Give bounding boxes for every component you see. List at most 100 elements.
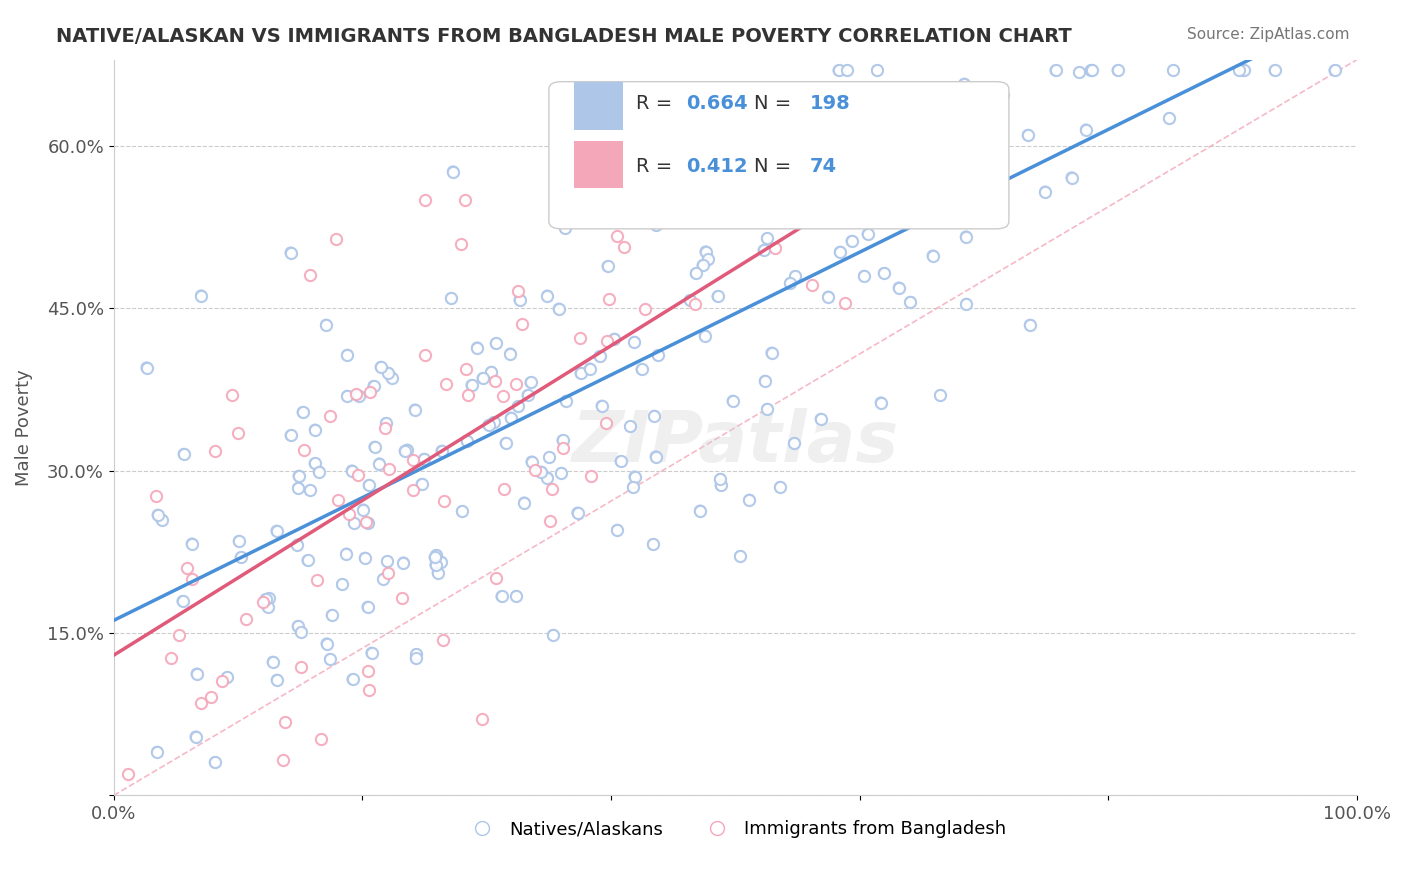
Point <box>1069 65 1091 79</box>
Point <box>262 655 284 669</box>
Point <box>336 348 359 362</box>
Point <box>204 444 226 458</box>
Point <box>749 93 772 107</box>
Point <box>834 296 856 310</box>
Point <box>287 469 309 483</box>
Point <box>287 538 309 552</box>
Point <box>217 670 239 684</box>
Point <box>630 362 652 376</box>
Point <box>508 284 530 298</box>
Point <box>180 536 202 550</box>
Point <box>336 348 359 362</box>
Point <box>621 480 644 494</box>
Point <box>765 240 787 254</box>
Point <box>728 549 751 564</box>
Point <box>613 239 636 253</box>
Point <box>190 696 212 710</box>
Point <box>405 651 427 665</box>
Point <box>499 410 522 425</box>
Point <box>828 244 851 259</box>
Point <box>319 652 342 666</box>
Point <box>186 666 208 681</box>
Point <box>340 464 363 478</box>
Point <box>290 624 312 639</box>
Point <box>536 288 558 302</box>
Point <box>530 465 553 479</box>
Point <box>413 194 436 208</box>
Point <box>228 534 250 549</box>
Point <box>505 589 527 603</box>
Text: 0.664: 0.664 <box>686 95 747 113</box>
Point <box>440 291 463 305</box>
FancyBboxPatch shape <box>574 82 623 129</box>
Point <box>536 470 558 484</box>
Point <box>697 252 720 267</box>
Point <box>875 153 897 167</box>
Point <box>769 150 792 164</box>
Point <box>356 599 378 614</box>
Point <box>229 550 252 565</box>
Point <box>430 443 453 458</box>
Text: 0.412: 0.412 <box>686 157 747 176</box>
Point <box>287 481 309 495</box>
Point <box>636 136 658 150</box>
Point <box>330 577 353 591</box>
Point <box>172 594 194 608</box>
Point <box>359 682 381 697</box>
Point <box>1229 63 1251 78</box>
Point <box>347 389 370 403</box>
Point <box>548 187 571 202</box>
Point <box>519 376 541 390</box>
Point <box>180 572 202 586</box>
Point <box>841 234 863 248</box>
Point <box>869 395 891 409</box>
Point <box>841 234 863 248</box>
Point <box>471 711 494 725</box>
Point <box>252 595 274 609</box>
Point <box>647 348 669 362</box>
Point <box>979 80 1001 95</box>
Point <box>357 516 380 530</box>
Point <box>683 297 706 311</box>
Point <box>135 360 157 375</box>
Point <box>287 469 309 483</box>
Point <box>728 145 751 159</box>
Point <box>433 494 456 508</box>
Point <box>394 443 416 458</box>
Point <box>955 229 977 244</box>
Point <box>321 608 343 623</box>
Point <box>402 483 425 498</box>
Point <box>342 673 364 687</box>
Point <box>866 63 889 78</box>
Point <box>538 450 561 465</box>
Point <box>484 374 506 388</box>
Point <box>689 504 711 518</box>
Point <box>929 388 952 402</box>
Point <box>856 227 879 241</box>
Point <box>368 457 391 471</box>
Point <box>725 194 748 208</box>
Point <box>643 409 665 423</box>
Point <box>706 289 728 303</box>
Point <box>516 388 538 402</box>
Point <box>1033 185 1056 199</box>
Point <box>373 572 395 586</box>
Point <box>887 281 910 295</box>
Point <box>347 389 370 403</box>
Point <box>377 554 399 568</box>
Point <box>541 482 564 496</box>
Point <box>853 268 876 283</box>
Point <box>756 402 779 417</box>
Point <box>695 244 717 259</box>
Point <box>752 244 775 258</box>
Point <box>955 229 977 244</box>
Point <box>499 346 522 360</box>
Legend: Natives/Alaskans, Immigrants from Bangladesh: Natives/Alaskans, Immigrants from Bangla… <box>457 813 1014 846</box>
Point <box>1045 63 1067 78</box>
Point <box>471 371 494 385</box>
Point <box>761 202 783 216</box>
Point <box>679 293 702 307</box>
Point <box>738 492 761 507</box>
Point <box>396 442 419 457</box>
Point <box>710 478 733 492</box>
